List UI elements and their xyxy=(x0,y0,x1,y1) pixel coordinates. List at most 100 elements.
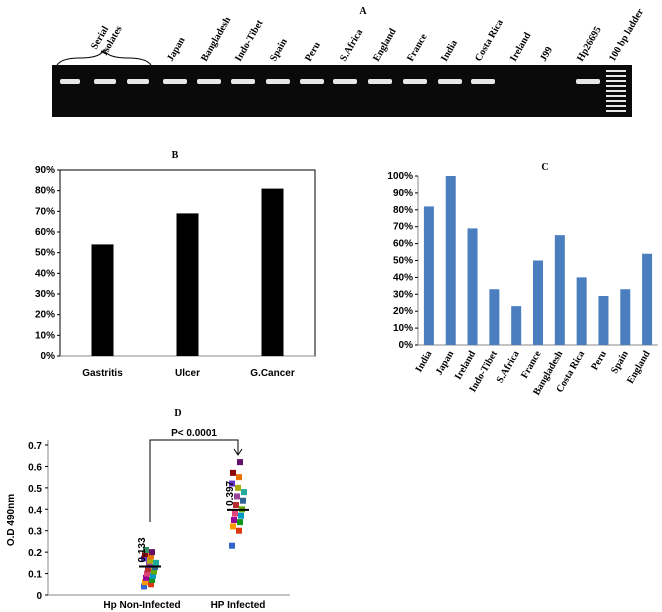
bar xyxy=(554,235,565,345)
x-tick-label: Ulcer xyxy=(175,368,200,379)
y-tick-label: 90% xyxy=(393,188,413,199)
bar xyxy=(489,289,500,345)
bar xyxy=(423,206,434,345)
y-tick-label: 0.3 xyxy=(28,527,42,538)
mean-label: 0.397 xyxy=(225,480,236,505)
data-point xyxy=(229,542,235,549)
chart-title: D xyxy=(174,408,181,419)
x-tick-label: Spain xyxy=(609,349,631,376)
panel-title: A xyxy=(359,6,367,17)
y-tick-label: 30% xyxy=(393,289,413,300)
y-tick-label: 60% xyxy=(35,227,55,238)
data-point xyxy=(238,512,244,519)
lane-label: S.Africa xyxy=(338,27,365,63)
y-tick-label: 60% xyxy=(393,239,413,250)
data-point xyxy=(150,572,156,579)
bar xyxy=(642,253,653,345)
bar xyxy=(91,244,114,356)
x-tick-label: G.Cancer xyxy=(250,368,295,379)
bar xyxy=(576,277,587,345)
x-tick-label: Japan xyxy=(434,349,457,378)
y-tick-label: 0.1 xyxy=(28,570,42,581)
y-tick-label: 90% xyxy=(35,165,55,176)
annotation: P< 0.0001 xyxy=(171,428,217,439)
bar xyxy=(467,228,478,345)
data-point xyxy=(149,577,155,583)
y-tick-label: 100% xyxy=(387,171,413,182)
y-tick-label: 20% xyxy=(393,306,413,317)
data-point xyxy=(230,469,236,476)
bar xyxy=(511,306,522,345)
y-tick-label: 0 xyxy=(36,591,42,602)
y-tick-label: 50% xyxy=(393,256,413,267)
data-point xyxy=(235,484,241,491)
data-point xyxy=(236,474,242,481)
lane-label: England xyxy=(371,26,399,63)
data-point xyxy=(153,559,159,566)
data-point xyxy=(149,549,155,556)
y-tick-label: 10% xyxy=(35,330,55,341)
data-point xyxy=(237,519,243,526)
gel-bands xyxy=(60,70,626,112)
lane-label: Spain xyxy=(268,36,290,63)
y-tick-label: 50% xyxy=(35,248,55,259)
data-point xyxy=(143,547,149,553)
y-tick-label: 30% xyxy=(35,289,55,300)
data-point xyxy=(236,527,242,534)
y-tick-label: 20% xyxy=(35,310,55,321)
x-tick-label: Gastritis xyxy=(82,368,123,379)
y-tick-label: 0.2 xyxy=(28,548,42,559)
y-tick-label: 80% xyxy=(35,186,55,197)
data-point xyxy=(143,574,149,581)
data-point xyxy=(234,493,240,500)
bar xyxy=(533,260,543,345)
data-point xyxy=(148,553,154,560)
bar xyxy=(598,295,609,345)
lane-label: France xyxy=(405,32,430,64)
y-axis-label: O.D 490nm xyxy=(6,494,17,546)
data-point xyxy=(147,557,153,564)
data-point xyxy=(145,566,151,573)
lane-label: Peru xyxy=(303,40,323,64)
lane-label: Indo-Tibet xyxy=(233,18,266,64)
data-point xyxy=(148,581,154,588)
y-tick-label: 70% xyxy=(393,222,413,233)
chart-title: B xyxy=(172,150,179,161)
data-point xyxy=(151,568,157,575)
lane-label: Costa Rica xyxy=(473,18,506,64)
y-tick-label: 10% xyxy=(393,323,413,334)
data-point xyxy=(144,570,150,577)
bar xyxy=(261,188,284,356)
data-point xyxy=(142,551,148,558)
y-tick-label: 70% xyxy=(35,206,55,217)
data-point xyxy=(146,562,152,568)
data-point xyxy=(141,555,147,562)
mean-label: 0.133 xyxy=(137,537,148,562)
bar xyxy=(445,176,456,345)
bar xyxy=(176,213,199,356)
chart-title: C xyxy=(541,162,548,173)
bracket xyxy=(149,439,243,522)
lane-label: Hp26695 xyxy=(575,25,604,64)
lane-label: India xyxy=(439,38,460,63)
data-point xyxy=(240,497,246,504)
data-point xyxy=(230,523,236,530)
gel xyxy=(52,65,632,117)
y-tick-label: 80% xyxy=(393,205,413,216)
brace xyxy=(55,48,153,69)
y-tick-label: 40% xyxy=(35,268,55,279)
data-point xyxy=(233,502,239,508)
lane-label: J99 xyxy=(538,45,555,63)
lane-label: 100 bp ladder xyxy=(607,7,646,64)
data-point xyxy=(141,583,147,590)
x-tick-label: Hp Non-Infected xyxy=(103,600,180,611)
data-point xyxy=(142,579,148,586)
data-point xyxy=(229,480,235,487)
y-tick-label: 0.7 xyxy=(28,441,42,452)
y-tick-label: 0% xyxy=(41,351,56,362)
data-point xyxy=(241,489,247,496)
data-point xyxy=(237,459,243,466)
y-tick-label: 0% xyxy=(399,340,414,351)
